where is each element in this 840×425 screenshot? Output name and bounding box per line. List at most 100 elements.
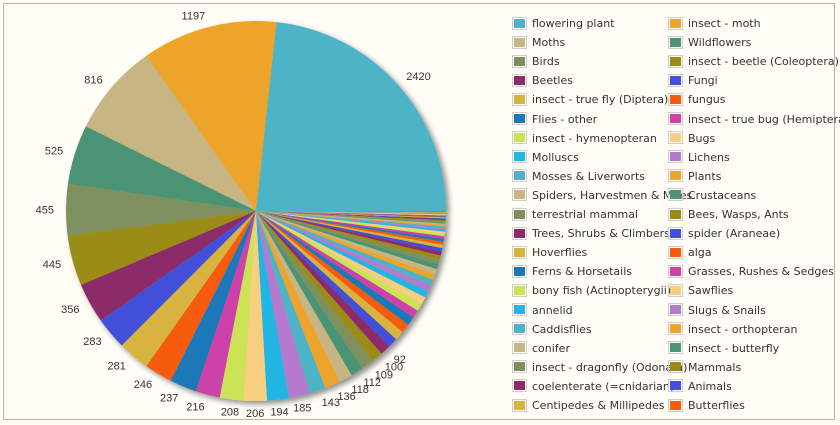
pie-slice[interactable] (256, 211, 373, 369)
legend-item[interactable]: Birds (512, 52, 560, 71)
pie-slice[interactable] (256, 211, 390, 354)
legend-item[interactable]: fungus (668, 90, 726, 109)
pie-slice[interactable] (256, 211, 445, 234)
pie-slice[interactable] (256, 211, 444, 245)
legend-item[interactable]: conifer (512, 339, 570, 358)
legend-item[interactable]: Lichens (668, 148, 730, 167)
pie-slice[interactable] (256, 22, 447, 211)
pie-slice[interactable] (256, 211, 446, 213)
legend-item[interactable]: Plants (668, 167, 721, 186)
pie-slice[interactable] (256, 211, 409, 332)
pie-slice[interactable] (256, 211, 446, 217)
pie-slice[interactable] (256, 211, 446, 214)
legend-item[interactable]: annelid (512, 301, 573, 320)
pie-slice[interactable] (256, 211, 437, 275)
legend-item[interactable]: insect - dragonfly (Odonata) (512, 358, 687, 377)
pie-slice[interactable] (256, 211, 397, 347)
legend-item[interactable]: Sawflies (668, 281, 733, 300)
legend-item[interactable]: flowering plant (512, 14, 615, 33)
legend-item[interactable]: Mammals (668, 358, 741, 377)
pie-slice[interactable] (256, 211, 446, 225)
pie-slice[interactable] (256, 211, 436, 280)
pie-slice[interactable] (256, 211, 340, 388)
pie-slice[interactable] (67, 126, 256, 211)
legend-item[interactable]: Animals (668, 377, 732, 396)
legend-item[interactable]: Crustaceans (668, 186, 756, 205)
pie-slice[interactable] (256, 211, 447, 213)
pie-slice[interactable] (256, 211, 446, 217)
legend-item[interactable]: insect - true fly (Diptera) (512, 90, 668, 109)
pie-slice[interactable] (256, 211, 439, 270)
pie-slice[interactable] (256, 211, 446, 223)
legend-item[interactable]: bony fish (Actinopterygii) (512, 281, 671, 300)
pie-slice[interactable] (256, 211, 290, 401)
legend-item[interactable]: Moths (512, 33, 565, 52)
pie-slice[interactable] (146, 20, 277, 212)
pie-slice[interactable] (121, 211, 256, 367)
pie-slice[interactable] (256, 211, 446, 221)
pie-slice[interactable] (256, 211, 444, 242)
pie-slice[interactable] (170, 211, 256, 392)
pie-slice[interactable] (256, 211, 426, 304)
pie-slice[interactable] (256, 211, 446, 218)
legend-item[interactable]: insect - orthopteran (668, 320, 797, 339)
legend-item[interactable]: Molluscs (512, 148, 579, 167)
pie-slice[interactable] (256, 211, 422, 311)
pie-slice[interactable] (256, 211, 442, 256)
pie-slice[interactable] (256, 211, 352, 382)
pie-slice[interactable] (100, 211, 256, 346)
pie-slice[interactable] (256, 211, 310, 399)
legend-item[interactable]: Centipedes & Millipedes (512, 396, 665, 415)
pie-slice[interactable] (256, 211, 446, 215)
pie-slice[interactable] (256, 211, 445, 239)
pie-slice[interactable] (256, 211, 446, 232)
legend-item[interactable]: insect - butterfly (668, 339, 779, 358)
pie-slice[interactable] (67, 211, 256, 285)
pie-slice[interactable] (256, 211, 446, 216)
pie-slice[interactable] (256, 211, 446, 222)
legend-item[interactable]: Spiders, Harvestmen & Mites (512, 186, 692, 205)
legend-item[interactable]: Grasses, Rushes & Sedges (668, 262, 834, 281)
legend-item[interactable]: Ferns & Horsetails (512, 262, 632, 281)
pie-slice[interactable] (256, 211, 447, 212)
pie-slice[interactable] (256, 211, 445, 237)
legend-item[interactable]: Wildflowers (668, 33, 751, 52)
pie-slice[interactable] (219, 211, 256, 401)
pie-slice[interactable] (256, 211, 434, 286)
pie-slice[interactable] (256, 211, 443, 252)
pie-slice[interactable] (256, 211, 431, 292)
legend-item[interactable]: Bees, Wasps, Ants (668, 205, 789, 224)
pie-slice[interactable] (146, 211, 256, 381)
legend-item[interactable]: Hoverflies (512, 243, 587, 262)
pie-slice[interactable] (66, 183, 256, 236)
legend-item[interactable]: insect - hymenopteran (512, 129, 657, 148)
pie-slice[interactable] (256, 211, 363, 376)
pie-slice[interactable] (195, 211, 256, 398)
pie-slice[interactable] (256, 211, 414, 325)
pie-slice[interactable] (256, 211, 446, 220)
legend-item[interactable]: alga (668, 243, 712, 262)
pie-slice[interactable] (256, 211, 443, 249)
legend-item[interactable]: insect - beetle (Coleoptera) (668, 52, 839, 71)
legend-item[interactable]: Trees, Shrubs & Climbers (512, 224, 670, 243)
pie-slice[interactable] (256, 211, 441, 260)
legend-item[interactable]: Mosses & Liverworts (512, 167, 645, 186)
legend-item[interactable]: Fungi (668, 71, 718, 90)
legend-item[interactable]: spider (Araneae) (668, 224, 780, 243)
legend-item[interactable]: coelenterate (=cnidarian) (512, 377, 674, 396)
pie-slice[interactable] (256, 211, 418, 318)
pie-slice[interactable] (256, 211, 326, 394)
pie-slice[interactable] (256, 211, 447, 212)
legend-item[interactable]: Slugs & Snails (668, 301, 766, 320)
legend-item[interactable]: Flies - other (512, 110, 597, 129)
pie-slice[interactable] (256, 211, 446, 219)
pie-slice[interactable] (256, 211, 446, 227)
legend-item[interactable]: Beetles (512, 71, 573, 90)
legend-item[interactable]: Caddisflies (512, 320, 592, 339)
legend-item[interactable]: Butterflies (668, 396, 745, 415)
legend-item[interactable]: Bugs (668, 129, 715, 148)
pie-slice[interactable] (256, 211, 403, 340)
legend-item[interactable]: terrestrial mammal (512, 205, 638, 224)
legend-item[interactable]: insect - true bug (Hemiptera) (668, 110, 840, 129)
pie-slice[interactable] (256, 211, 382, 361)
